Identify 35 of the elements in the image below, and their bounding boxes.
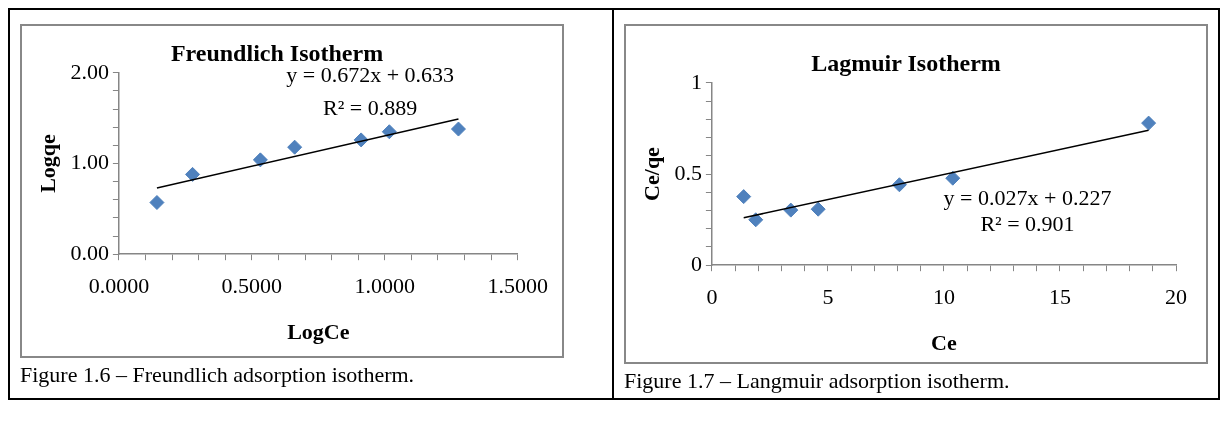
x-tick-label: 10 bbox=[932, 284, 955, 310]
x-tick-label: 0 bbox=[706, 284, 718, 310]
point bbox=[252, 152, 268, 168]
point bbox=[736, 189, 752, 205]
annotation: y = 0.027x + 0.227 bbox=[943, 185, 1112, 211]
annotation: R² = 0.901 bbox=[980, 210, 1075, 236]
caption: Figure 1.7 – Langmuir adsorption isotherm. bbox=[624, 368, 1011, 394]
point bbox=[149, 195, 165, 210]
y-tick-label: 0.00 bbox=[70, 239, 109, 265]
y-tick-label: 0.5 bbox=[674, 159, 702, 185]
point bbox=[185, 166, 201, 182]
y-axis-title: Ce/qe bbox=[638, 146, 664, 201]
x-axis-title: LogCe bbox=[287, 319, 350, 345]
x-axis-title: Ce bbox=[931, 330, 958, 356]
y-tick-label: 1 bbox=[690, 68, 702, 94]
point bbox=[945, 170, 961, 186]
x-tick-label: 20 bbox=[1165, 284, 1187, 310]
y-tick-label: 2.00 bbox=[70, 58, 109, 84]
x-tick-label: 15 bbox=[1048, 284, 1071, 310]
x-tick-label: 0.5000 bbox=[221, 273, 283, 299]
y-tick-label: 1.00 bbox=[70, 149, 109, 175]
caption: Figure 1.6 – Freundlich adsorption isotherm. bbox=[20, 362, 416, 388]
x-tick-label: 1.0000 bbox=[354, 273, 416, 299]
point bbox=[810, 201, 826, 217]
point bbox=[1141, 115, 1157, 131]
point bbox=[450, 121, 466, 137]
y-axis-title: Logqe bbox=[34, 133, 60, 193]
annotation: R² = 0.889 bbox=[323, 94, 418, 120]
chart-title: Lagmuir Isotherm bbox=[811, 49, 1001, 76]
y-tick-label: 0 bbox=[690, 250, 702, 276]
point bbox=[287, 139, 303, 155]
x-tick-label: 5 bbox=[822, 284, 834, 310]
x-tick-label: 0.0000 bbox=[88, 273, 150, 299]
x-tick-label: 1.5000 bbox=[487, 273, 548, 299]
point bbox=[748, 212, 764, 228]
